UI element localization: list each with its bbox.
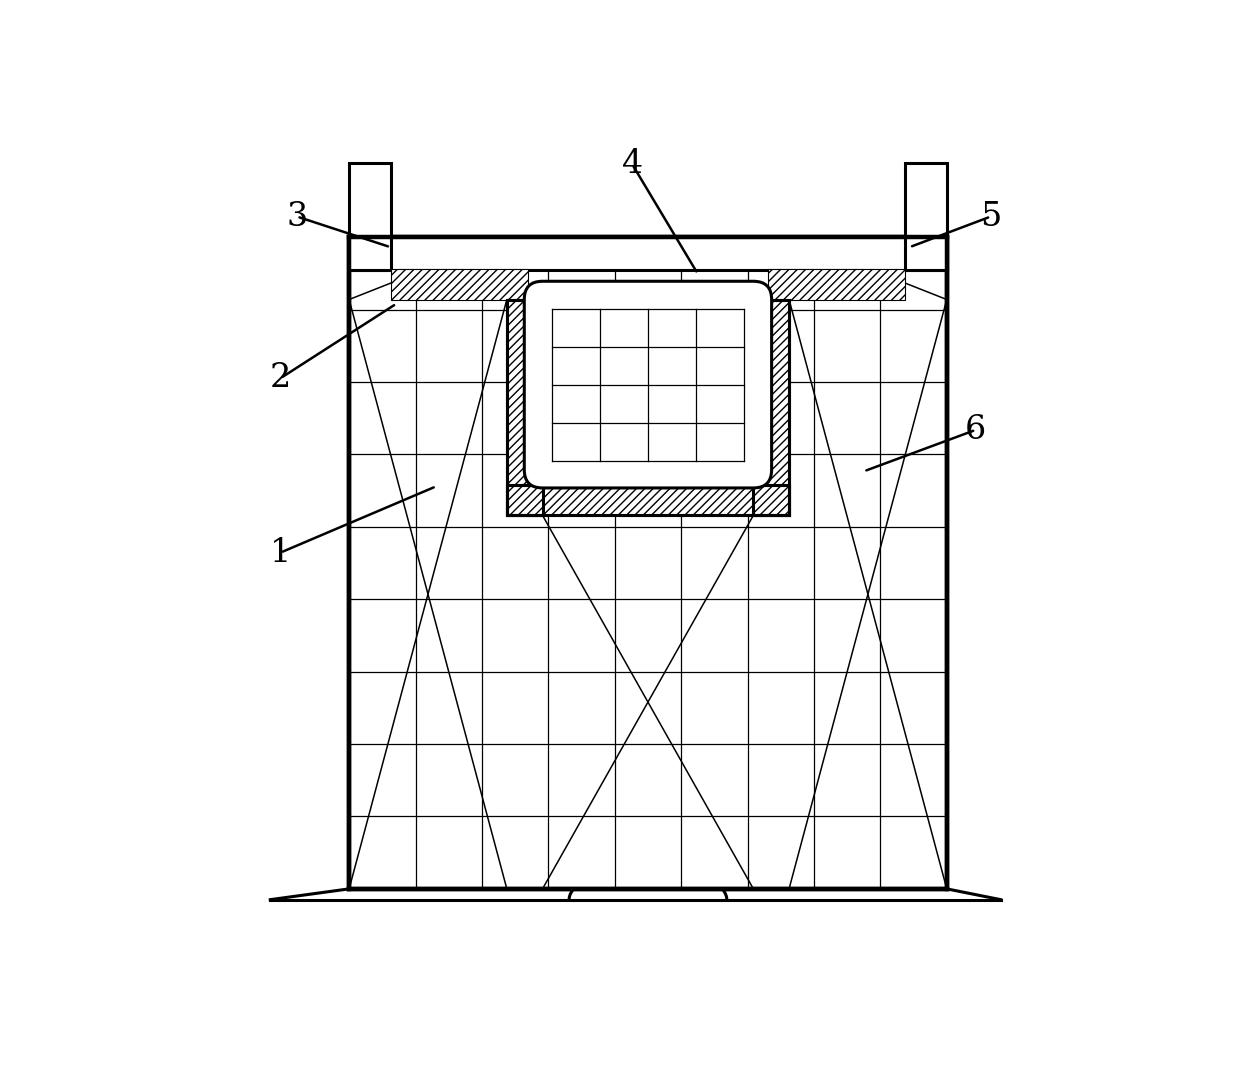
Bar bbox=[350, 237, 947, 889]
Bar bbox=[507, 485, 789, 515]
Bar bbox=[350, 237, 947, 889]
Bar bbox=[905, 163, 947, 271]
Bar bbox=[391, 268, 527, 300]
Bar bbox=[754, 300, 789, 515]
Bar bbox=[507, 300, 543, 515]
Text: 3: 3 bbox=[286, 201, 308, 233]
Text: 5: 5 bbox=[980, 201, 1002, 233]
Text: 1: 1 bbox=[269, 537, 291, 569]
Bar bbox=[507, 485, 789, 515]
Text: 2: 2 bbox=[269, 362, 291, 395]
Bar bbox=[507, 300, 789, 515]
Bar bbox=[769, 268, 905, 300]
Bar bbox=[350, 163, 391, 271]
Bar bbox=[350, 237, 947, 271]
Text: 6: 6 bbox=[965, 414, 987, 446]
Bar bbox=[507, 300, 543, 515]
Bar bbox=[754, 300, 789, 515]
FancyBboxPatch shape bbox=[525, 281, 771, 488]
Text: 4: 4 bbox=[621, 148, 642, 180]
